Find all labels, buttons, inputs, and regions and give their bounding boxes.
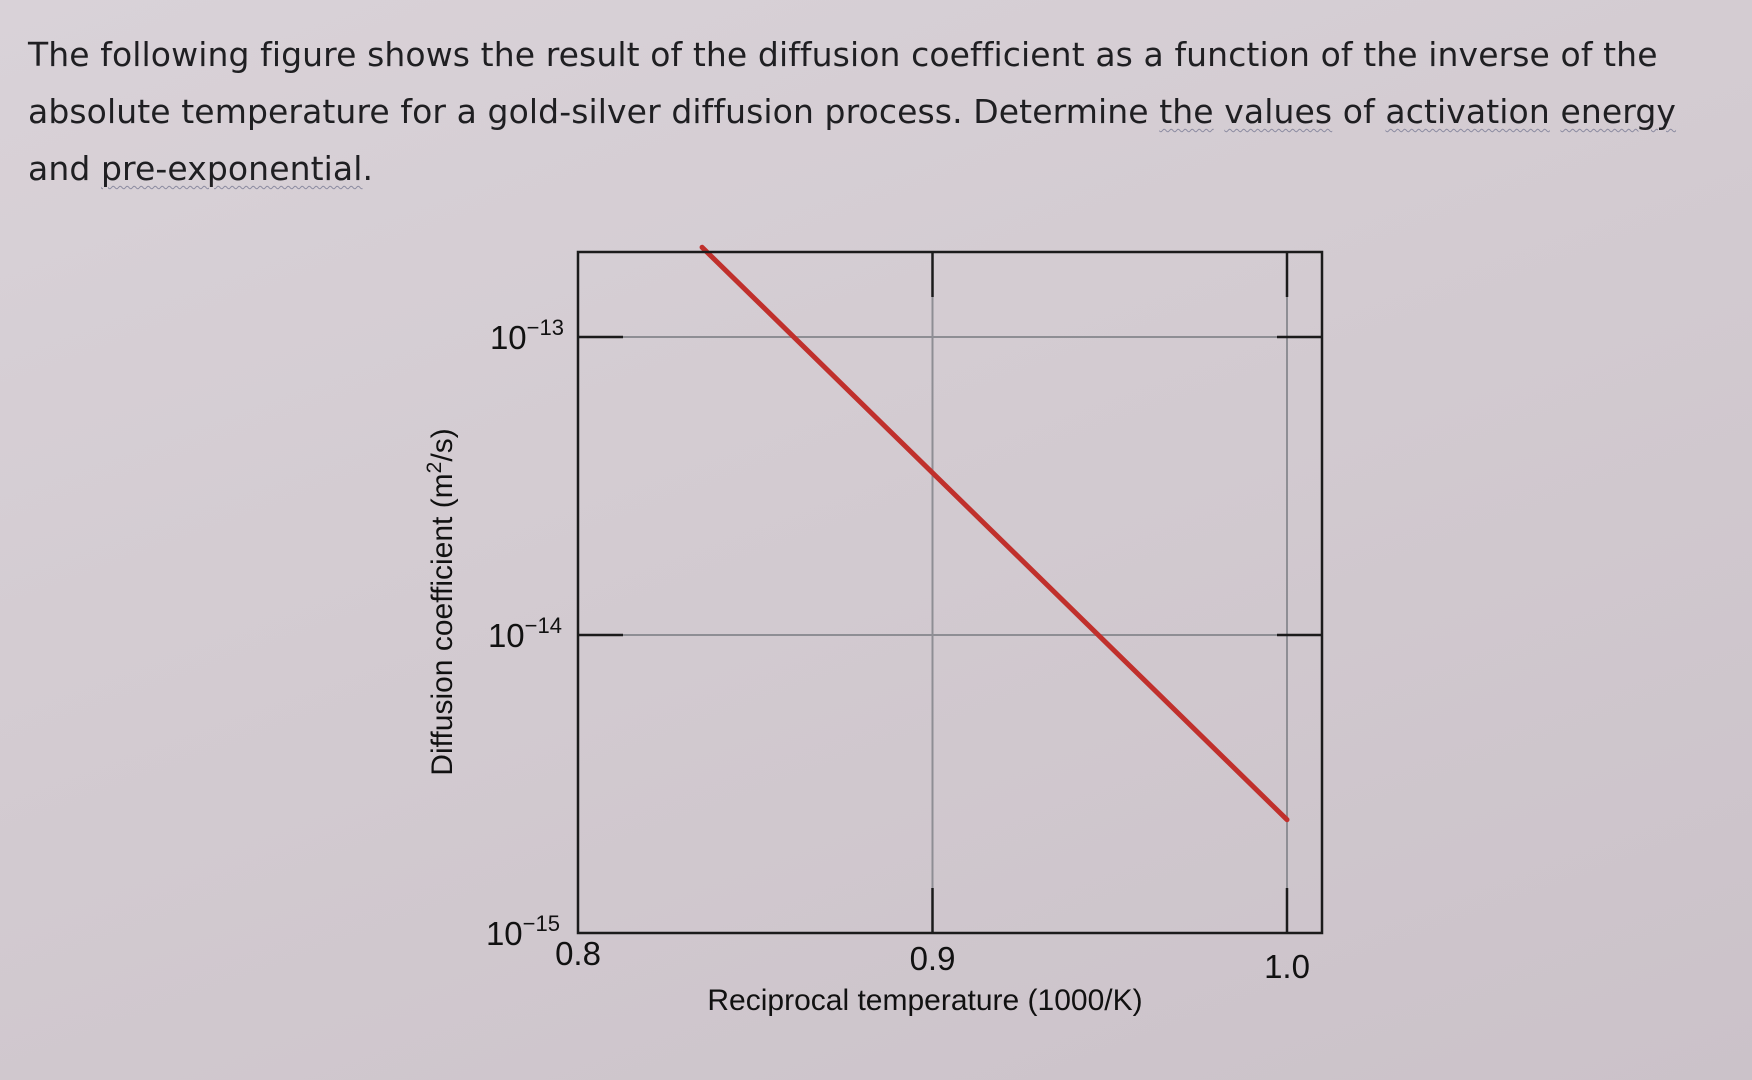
x-tick-label: 1.0 bbox=[1264, 948, 1310, 985]
series-layer bbox=[699, 244, 1290, 823]
y-axis-title-superscript: 2 bbox=[423, 462, 446, 474]
x-tick-label: 0.9 bbox=[910, 940, 956, 977]
question-connector-of: of bbox=[1332, 92, 1386, 131]
question-body: The following figure shows the result of… bbox=[28, 35, 1658, 131]
question-period: . bbox=[362, 149, 374, 188]
question-word-pre-exponential: pre-exponential bbox=[100, 149, 363, 188]
grid-lines bbox=[578, 252, 1322, 933]
series-line bbox=[699, 244, 1290, 823]
y-axis-title-unit-end: /s) bbox=[426, 428, 459, 461]
question-word-activation: activation bbox=[1385, 92, 1550, 131]
tick-layer: 0.8 0.9 1.0 10−13 10−14 10−15 bbox=[486, 252, 1322, 985]
question-word-the: the bbox=[1159, 92, 1214, 131]
y-axis-title-text: Diffusion coefficient (m bbox=[426, 473, 459, 775]
plot-frame bbox=[576, 250, 1324, 935]
y-tick-label: 10−13 bbox=[490, 315, 564, 356]
x-axis-title: Reciprocal temperature (1000/K) bbox=[707, 984, 1142, 1017]
question-word-values: values bbox=[1224, 92, 1333, 131]
question-word-energy: energy bbox=[1560, 92, 1677, 131]
question-connector-and: and bbox=[28, 149, 101, 188]
y-axis-title: Diffusion coefficient (m2/s) bbox=[423, 428, 459, 775]
y-tick-label: 10−14 bbox=[488, 613, 562, 654]
x-tick-label: 0.8 bbox=[555, 935, 601, 972]
question-text: The following figure shows the result of… bbox=[28, 26, 1728, 197]
y-tick-label: 10−15 bbox=[486, 911, 560, 952]
